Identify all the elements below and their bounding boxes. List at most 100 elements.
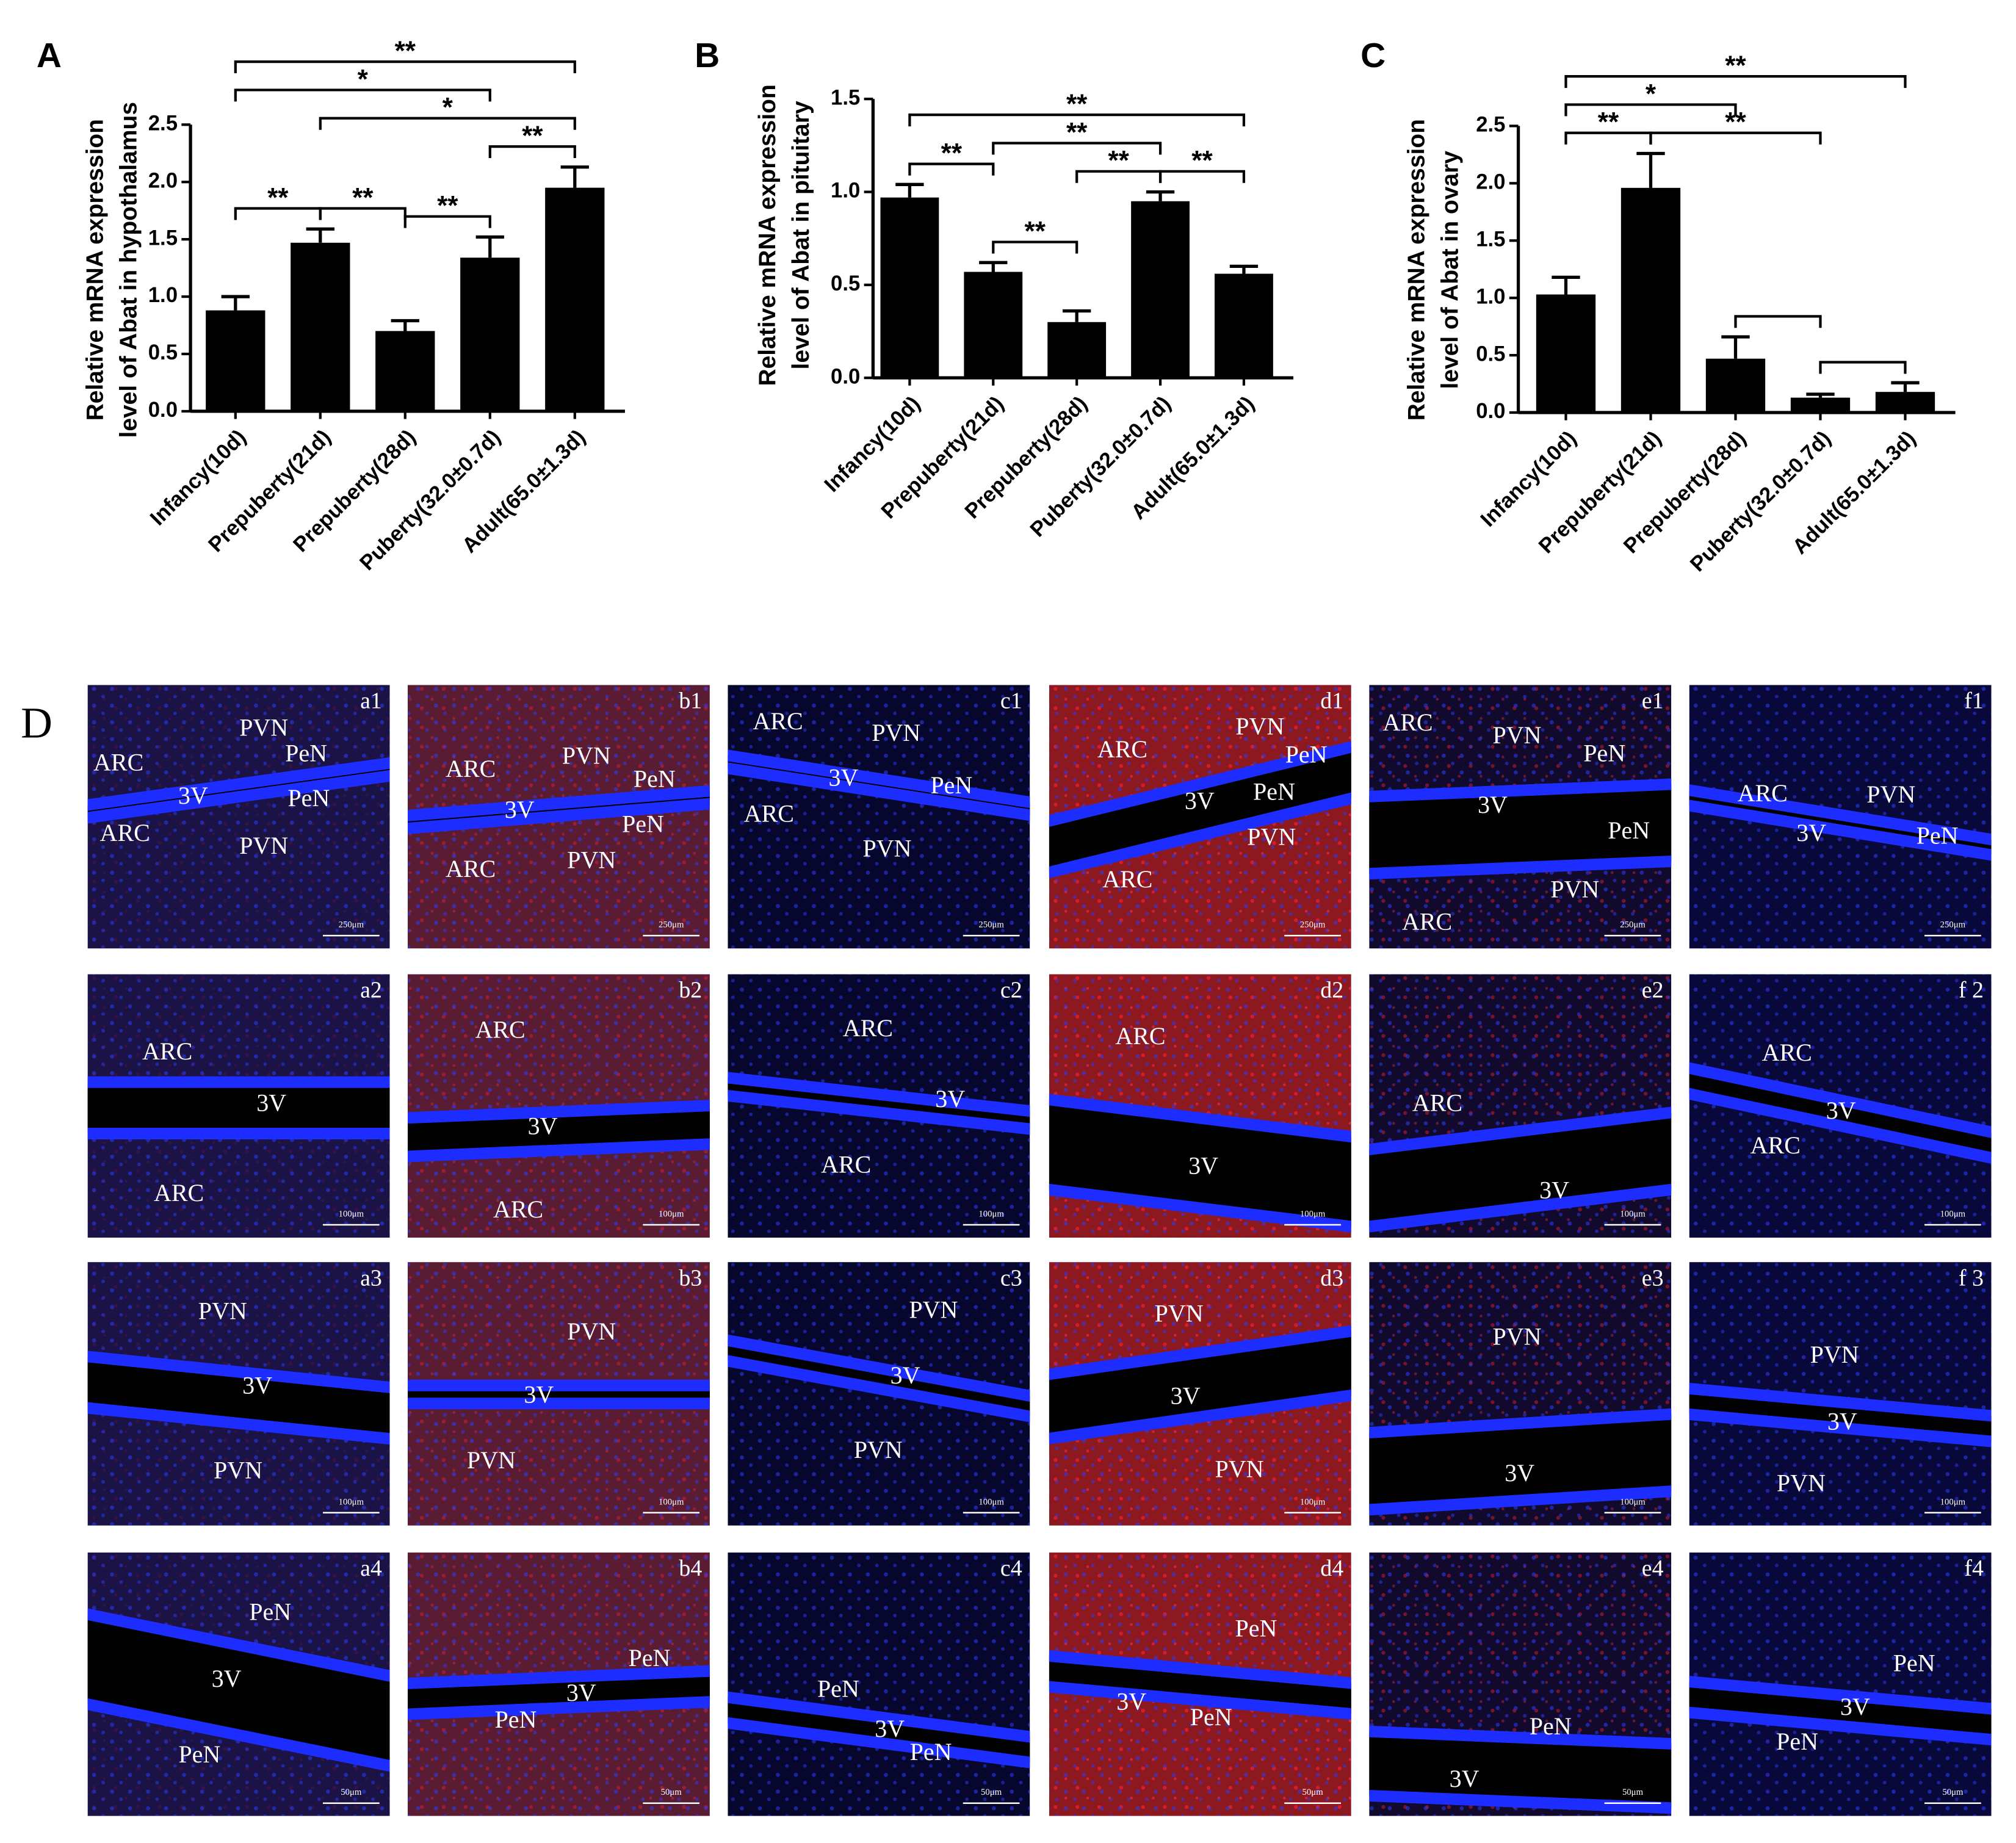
region-label: PVN bbox=[863, 834, 912, 862]
tile-id: e2 bbox=[1642, 978, 1664, 1003]
region-label: PeN bbox=[1285, 741, 1328, 768]
region-label: 3V bbox=[1539, 1177, 1569, 1204]
tile-id: d3 bbox=[1320, 1265, 1343, 1291]
bar bbox=[880, 197, 939, 378]
y-tick-label: 2.5 bbox=[1476, 114, 1505, 137]
ventricle bbox=[1689, 1382, 1992, 1448]
significance-label: ** bbox=[522, 121, 543, 151]
region-label: PVN bbox=[1550, 876, 1599, 903]
y-tick-label: 1.5 bbox=[831, 86, 860, 109]
scale-label: 50μm bbox=[661, 1787, 682, 1797]
region-label: PVN bbox=[1810, 1341, 1859, 1368]
region-label: 3V bbox=[1478, 791, 1508, 818]
micrograph: f 2 ARC 3V ARC 100μm bbox=[1689, 974, 1992, 1238]
region-label: PeN bbox=[1776, 1728, 1818, 1755]
tile-id: c2 bbox=[1000, 978, 1022, 1003]
panel-label: A bbox=[37, 37, 62, 75]
region-label: PVN bbox=[1247, 823, 1296, 850]
scale-label: 100μm bbox=[339, 1497, 364, 1507]
region-label: ARC bbox=[446, 755, 496, 782]
region-label: ARC bbox=[1762, 1039, 1812, 1066]
scale-label: 100μm bbox=[339, 1210, 364, 1219]
chart: A Relative mRNA expression level of Abat i… bbox=[37, 36, 625, 575]
micrograph: e1 ARC PVN PeN 3V PeN PVN ARC 250μm bbox=[1369, 685, 1672, 949]
tile-id: d1 bbox=[1320, 688, 1343, 714]
significance-label: ** bbox=[352, 182, 374, 212]
panel-label: B bbox=[695, 37, 720, 75]
region-label: PeN bbox=[249, 1598, 291, 1625]
significance-bracket bbox=[1075, 170, 1162, 183]
ventricle bbox=[1049, 741, 1351, 879]
region-label: ARC bbox=[753, 707, 803, 735]
ventricle bbox=[1369, 1725, 1672, 1814]
significance-label: ** bbox=[395, 36, 416, 66]
ventricle bbox=[1049, 1650, 1351, 1720]
tile-id: f 2 bbox=[1959, 978, 1984, 1003]
region-label: ARC bbox=[446, 855, 496, 882]
tile-id: a4 bbox=[360, 1556, 382, 1581]
region-label: PeN bbox=[1917, 821, 1959, 849]
tile-id: b4 bbox=[679, 1556, 702, 1581]
scale-label: 50μm bbox=[1622, 1787, 1644, 1797]
region-label: PVN bbox=[1155, 1300, 1204, 1327]
region-label: PeN bbox=[1583, 740, 1625, 767]
region-label: ARC bbox=[843, 1014, 893, 1042]
region-label: ARC bbox=[1097, 735, 1147, 763]
region-label: 3V bbox=[524, 1380, 554, 1408]
region-label: PeN bbox=[910, 1738, 952, 1765]
ventricle bbox=[1049, 1325, 1351, 1444]
tile-id: d4 bbox=[1320, 1556, 1343, 1581]
region-label: PeN bbox=[1190, 1703, 1232, 1731]
region-label: ARC bbox=[154, 1179, 204, 1206]
region-label: ARC bbox=[1750, 1131, 1801, 1159]
scale-label: 100μm bbox=[1300, 1210, 1326, 1219]
tile-id: a3 bbox=[360, 1265, 382, 1291]
tile-nuclei bbox=[87, 685, 390, 949]
region-label: ARC bbox=[1738, 779, 1788, 807]
region-label: 3V bbox=[828, 764, 858, 792]
region-label: ARC bbox=[1402, 907, 1452, 935]
y-axis-label: Relative mRNA expression bbox=[1404, 119, 1430, 420]
region-label: PVN bbox=[872, 719, 920, 746]
region-label: PVN bbox=[854, 1436, 903, 1463]
ventricle bbox=[728, 749, 1030, 821]
region-label: ARC bbox=[821, 1150, 871, 1178]
scale-label: 100μm bbox=[659, 1497, 684, 1507]
region-label: PeN bbox=[287, 784, 330, 812]
scale-label: 250μm bbox=[1620, 920, 1646, 930]
x-tick-label: Puberty(32.0±0.7d) bbox=[1026, 392, 1176, 541]
region-label: 3V bbox=[528, 1112, 558, 1139]
tile-nuclei bbox=[728, 685, 1030, 949]
region-label: PVN bbox=[1866, 781, 1915, 808]
region-label: 3V bbox=[178, 782, 208, 809]
region-label: ARC bbox=[1382, 709, 1433, 736]
region-label: ARC bbox=[1102, 865, 1152, 893]
ventricle bbox=[728, 1691, 1030, 1769]
region-label: ARC bbox=[93, 748, 143, 776]
scale-label: 50μm bbox=[341, 1787, 362, 1797]
region-label: PVN bbox=[1235, 712, 1284, 740]
panel-label: C bbox=[1360, 37, 1386, 75]
region-label: 3V bbox=[1188, 1152, 1218, 1180]
region-label: 3V bbox=[935, 1085, 965, 1113]
significance-label: ** bbox=[267, 182, 289, 212]
region-label: PVN bbox=[567, 1318, 616, 1345]
significance-bracket bbox=[1564, 103, 1737, 117]
significance-label: ** bbox=[941, 139, 963, 168]
region-label: PVN bbox=[567, 846, 616, 873]
region-label: PVN bbox=[1777, 1470, 1826, 1497]
micrograph: c3 PVN 3V PVN 100μm bbox=[728, 1262, 1030, 1526]
ventricle bbox=[1689, 784, 1992, 861]
chart: B Relative mRNA expression level of Abat i… bbox=[695, 37, 1294, 541]
micrograph: b2 ARC 3V ARC 100μm bbox=[407, 974, 710, 1238]
micrograph: d2 ARC 3V 100μm bbox=[1049, 974, 1351, 1238]
tile-id: b2 bbox=[679, 978, 702, 1003]
significance-label: ** bbox=[1725, 51, 1746, 81]
micrograph: b3 PVN 3V PVN 100μm bbox=[407, 1262, 710, 1526]
region-label: PeN bbox=[1608, 817, 1650, 844]
region-label: PeN bbox=[1530, 1712, 1572, 1740]
y-tick-label: 1.5 bbox=[1476, 228, 1505, 251]
tile-id: c1 bbox=[1000, 688, 1022, 714]
region-label: PVN bbox=[562, 742, 611, 770]
